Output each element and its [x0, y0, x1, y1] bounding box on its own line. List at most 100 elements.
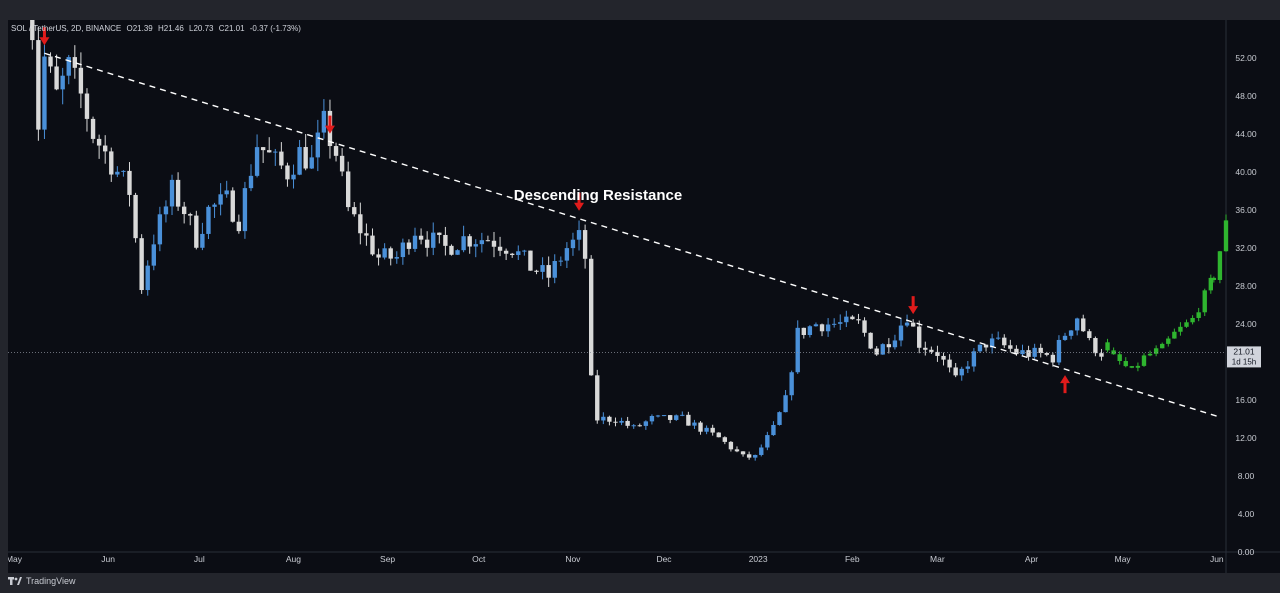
candle-body: [72, 57, 78, 68]
candle: [157, 206, 163, 252]
candle: [54, 54, 59, 91]
candle: [279, 142, 284, 170]
candle: [989, 333, 995, 354]
candle-body: [862, 320, 867, 333]
candle-body: [777, 412, 782, 425]
y-tick-label: 36.00: [1235, 205, 1257, 215]
legend-high: H21.46: [157, 24, 184, 33]
candle-body: [722, 437, 728, 442]
candle: [145, 260, 150, 296]
candle: [850, 315, 855, 320]
candle: [917, 320, 922, 354]
y-tick-label: 44.00: [1235, 129, 1257, 139]
candle: [777, 411, 782, 426]
candle: [996, 331, 1001, 340]
tradingview-logo-icon: [8, 577, 22, 585]
candle: [1202, 288, 1207, 317]
candle: [746, 451, 752, 460]
candle-body: [698, 422, 703, 432]
candle-body: [874, 348, 879, 355]
candle-body: [479, 240, 485, 245]
candle-body: [127, 170, 132, 195]
candle-body: [133, 194, 138, 239]
candle: [728, 441, 734, 452]
candle: [1038, 343, 1043, 358]
candle-body: [929, 349, 934, 352]
candle: [686, 411, 691, 426]
candle: [151, 234, 156, 271]
candle-body: [765, 435, 770, 448]
candle: [194, 210, 199, 250]
candle: [1062, 332, 1068, 341]
candle-body: [236, 221, 242, 232]
candle-body: [169, 179, 175, 207]
candle: [254, 134, 260, 178]
candle-body: [1026, 350, 1031, 357]
candle: [1081, 314, 1086, 332]
candle: [552, 254, 557, 284]
candle: [929, 346, 934, 355]
candle-body: [248, 175, 254, 189]
candle-body: [1087, 331, 1092, 339]
candle: [273, 148, 278, 166]
candle-body: [558, 260, 563, 262]
candle-body: [1178, 326, 1183, 332]
candle-body: [66, 57, 71, 76]
candle: [740, 451, 746, 457]
candle-body: [716, 432, 721, 438]
candle: [923, 341, 928, 356]
candle: [838, 314, 843, 330]
candle-body: [358, 214, 363, 234]
candle: [206, 205, 211, 240]
candle: [607, 415, 612, 426]
time-axis[interactable]: May Jun Jul Aug Sep Oct Nov Dec 2023 Feb Mar Apr May…: [8, 554, 1224, 564]
candle-body: [510, 253, 515, 256]
candle: [1002, 334, 1007, 349]
candle: [376, 248, 381, 266]
x-tick-label: May: [1115, 554, 1132, 564]
y-tick-label: 32.00: [1235, 243, 1257, 253]
candle: [1223, 214, 1229, 252]
candle: [115, 166, 120, 178]
markers-layer: [39, 27, 1071, 394]
candle: [412, 227, 418, 252]
candle: [48, 52, 53, 73]
candle: [558, 256, 563, 267]
candle-body: [212, 204, 217, 207]
candle: [42, 44, 47, 140]
candle-body: [1050, 354, 1056, 363]
candle: [1068, 330, 1074, 340]
candle: [546, 256, 551, 287]
y-tick-label: 8.00: [1238, 471, 1255, 481]
candle-body: [376, 254, 381, 258]
y-tick-label: 40.00: [1235, 167, 1257, 177]
candle-body: [825, 324, 831, 332]
candle: [1141, 353, 1147, 367]
symbol-title[interactable]: SOL / TetherUS, 2D, BINANCE: [11, 24, 122, 33]
candle: [309, 145, 314, 170]
candle: [570, 232, 576, 256]
price-chart[interactable]: Descending Resistance 0.00 4.00 8.00 12.00 1…: [8, 20, 1280, 573]
candle: [400, 238, 406, 265]
candle: [406, 239, 412, 255]
candle: [734, 446, 740, 453]
candle-body: [60, 75, 65, 90]
candle-body: [516, 251, 521, 256]
candle-body: [1081, 318, 1086, 332]
candle: [388, 246, 393, 266]
y-tick-label: 52.00: [1235, 53, 1257, 63]
candle-body: [674, 415, 679, 420]
price-axis[interactable]: 0.004.008.0012.0016.0020.0024.0028.0032.…: [1235, 53, 1257, 557]
candle-body: [904, 322, 910, 326]
symbol-legend[interactable]: SOL / TetherUS, 2D, BINANCE O21.39 H21.4…: [11, 24, 304, 33]
candle: [1160, 342, 1165, 349]
candle-body: [1196, 312, 1201, 318]
x-tick-label: Apr: [1025, 554, 1038, 564]
candle: [127, 162, 132, 207]
candle-body: [200, 233, 205, 248]
candle-body: [1068, 330, 1074, 336]
candle-body: [121, 170, 126, 172]
tradingview-brand[interactable]: TradingView: [8, 574, 76, 588]
candle-body: [1123, 361, 1128, 367]
candle: [473, 239, 478, 258]
